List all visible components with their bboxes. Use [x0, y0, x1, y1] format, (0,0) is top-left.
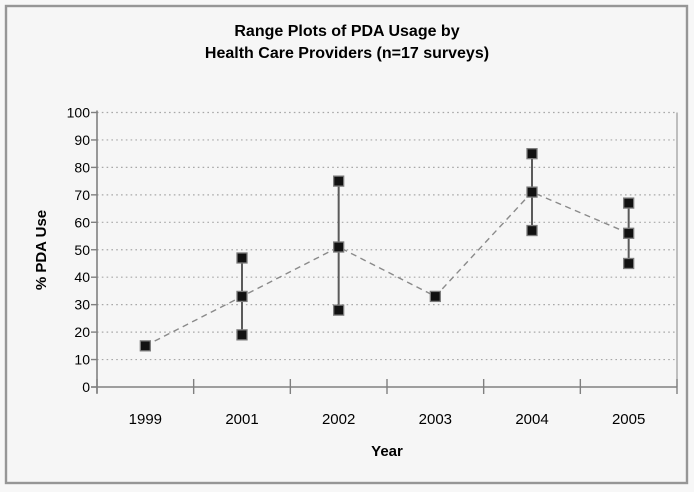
y-tick-label-50: 50 — [74, 242, 90, 258]
marker-2004-85 — [526, 148, 538, 160]
marker-2002-51 — [333, 241, 345, 253]
y-tick-label-0: 0 — [82, 379, 90, 395]
x-tick-label-2001: 2001 — [225, 411, 258, 428]
trend-line — [145, 191, 629, 347]
marker-2005-45 — [623, 257, 635, 270]
x-tick-label-2002: 2002 — [322, 411, 355, 428]
marker-2004-57 — [526, 224, 538, 237]
y-tick-label-30: 30 — [74, 297, 90, 313]
y-tick-label-10: 10 — [74, 352, 90, 368]
y-tick-label-70: 70 — [74, 187, 90, 203]
chart-title-line1: Range Plots of PDA Usage by — [234, 23, 459, 40]
marker-1999-15 — [139, 340, 151, 352]
marker-2005-67 — [623, 197, 635, 209]
chart-title-line2: Health Care Providers (n=17 surveys) — [205, 45, 489, 62]
marker-2004-71 — [526, 186, 538, 198]
x-tick-label-2004: 2004 — [515, 411, 548, 428]
y-tick-label-60: 60 — [74, 214, 90, 230]
y-tick-label-100: 100 — [67, 105, 91, 121]
plot-area: 0 10 20 30 40 50 60 70 80 90 100 1999 2001 2002 2003 20… — [67, 105, 678, 428]
x-tick-label-1999: 1999 — [129, 411, 162, 428]
x-tick-label-2003: 2003 — [419, 411, 452, 428]
figure-border — [4, 4, 689, 485]
marker-2003-33 — [429, 290, 441, 303]
y-tick-label-90: 90 — [74, 132, 90, 148]
marker-2001-19 — [236, 329, 248, 341]
y-tick-label-80: 80 — [74, 159, 90, 175]
marker-2001-47 — [236, 252, 248, 264]
x-tick-label-2005: 2005 — [612, 411, 645, 428]
x-axis-title: Year — [371, 443, 403, 460]
marker-2005-56 — [623, 227, 635, 239]
y-tick-label-20: 20 — [74, 324, 90, 340]
y-tick-label-40: 40 — [74, 269, 90, 285]
y-axis-title: % PDA Use — [33, 210, 50, 290]
marker-2001-33 — [236, 290, 248, 303]
marker-2002-75 — [333, 175, 345, 187]
marker-2002-28 — [333, 304, 345, 316]
